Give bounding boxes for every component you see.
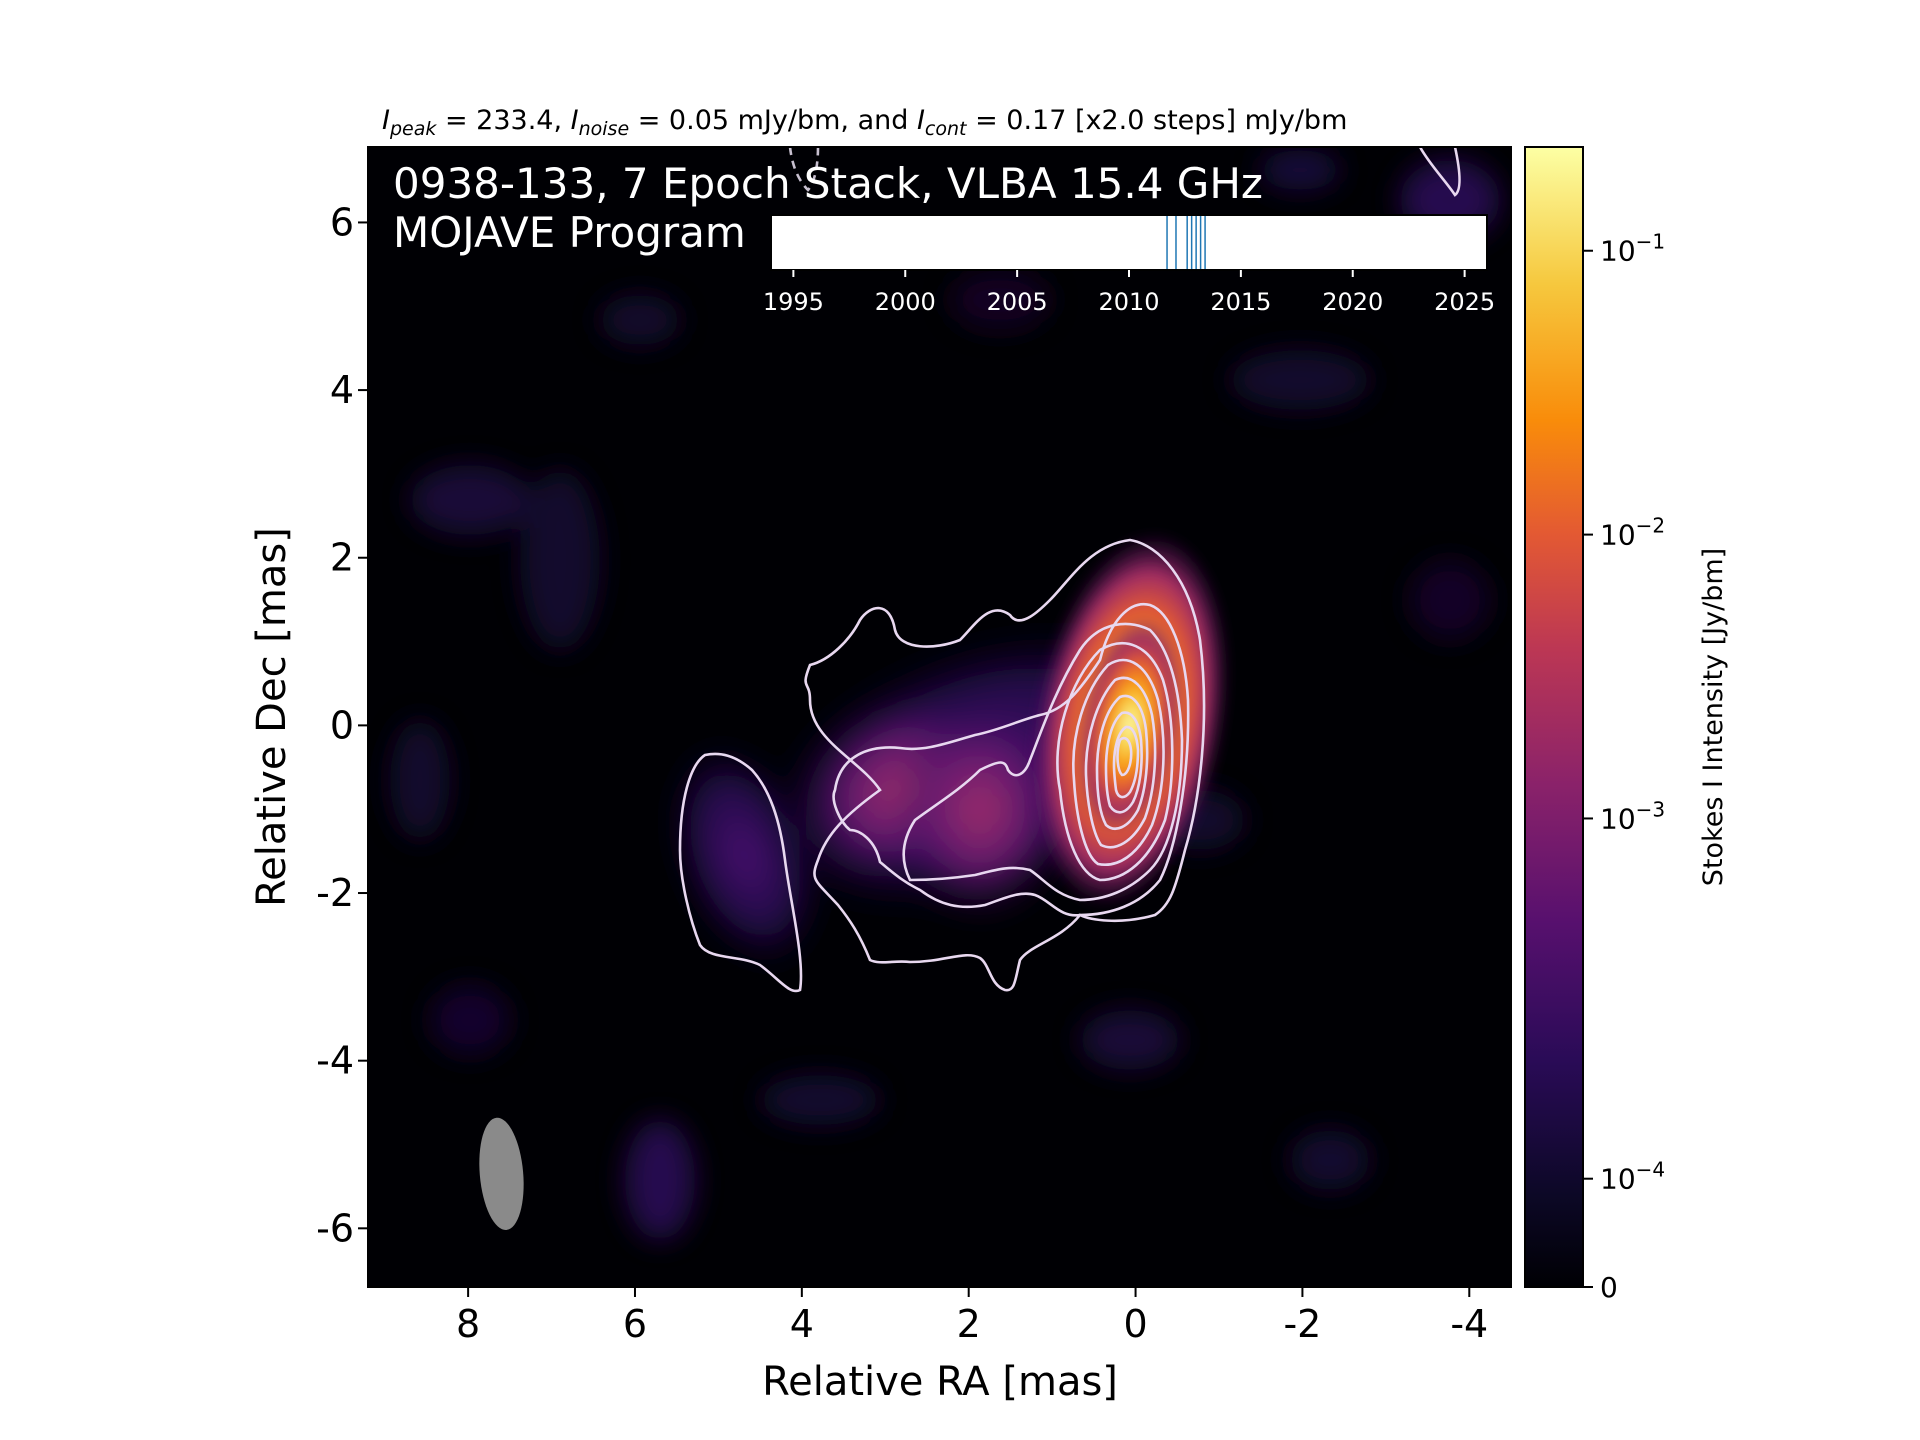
header-noise-subscript: noise (579, 118, 630, 140)
header-peak-subscript: peak (389, 118, 437, 140)
y-tick-label: 2 (330, 536, 354, 580)
timeline-tick-label: 2025 (1434, 288, 1495, 316)
colorbar-tick-label: 10−2 (1600, 514, 1665, 552)
header-cont-value: = 0.17 [x2.0 steps] mJy/bm (966, 105, 1347, 136)
header-peak-value: = 233.4, (436, 105, 570, 136)
x-tick-label: 0 (1123, 1302, 1147, 1346)
source-title: 0938-133, 7 Epoch Stack, VLBA 15.4 GHz (393, 159, 1263, 208)
timeline-tick-label: 2000 (875, 288, 936, 316)
y-tick-label: 6 (330, 200, 354, 244)
x-axis-label: Relative RA [mas] (762, 1359, 1118, 1405)
plot-frame (367, 146, 1512, 1288)
y-axis-label: Relative Dec [mas] (249, 527, 295, 907)
contour-outer-jet (804, 538, 1206, 992)
timeline-box (770, 214, 1488, 271)
x-tick-label: -4 (1450, 1302, 1488, 1346)
y-tick-label: 4 (330, 368, 354, 412)
timeline-tick-label: 2010 (1098, 288, 1159, 316)
x-tick-label: 2 (957, 1302, 981, 1346)
contour-set (678, 147, 1461, 993)
y-tick-label: -4 (316, 1039, 354, 1083)
colorbar-tick-label: 0 (1600, 1271, 1618, 1304)
timeline-tick-label: 2005 (987, 288, 1048, 316)
timeline-tick-label: 2020 (1322, 288, 1383, 316)
x-tick-label: 8 (456, 1302, 480, 1346)
y-tick-label: -6 (316, 1206, 354, 1250)
restoring-beam (479, 1117, 524, 1230)
colorbar-label: Stokes I Intensity [Jy/bm] (1698, 548, 1729, 886)
colorbar-tick-label: 10−1 (1600, 230, 1665, 268)
x-tick-label: 6 (623, 1302, 647, 1346)
contour-outer-knot (678, 752, 803, 993)
header-cont-subscript: cont (925, 118, 968, 140)
x-tick-label: -2 (1283, 1302, 1321, 1346)
contour-2 (832, 602, 1190, 917)
x-tick-label: 4 (790, 1302, 814, 1346)
colorbar-tick-label: 10−3 (1600, 797, 1665, 835)
contour-top-left-dashed (788, 147, 820, 192)
contour-3 (902, 622, 1184, 902)
epoch-timeline: 1995 2000 2005 2010 2015 2020 2025 (763, 214, 1495, 316)
header-stats: Ipeak = 233.4, Inoise = 0.05 mJy/bm, and… (382, 105, 1347, 140)
colorbar-tick-label: 10−4 (1600, 1158, 1665, 1196)
header-i-peak: I (382, 105, 390, 136)
timeline-tick-label: 2015 (1210, 288, 1271, 316)
colorbar (1524, 146, 1584, 1288)
y-tick-label: 0 (330, 703, 354, 747)
header-i-cont: I (917, 105, 925, 136)
y-tick-label: -2 (316, 871, 354, 915)
program-name: MOJAVE Program (393, 208, 746, 257)
header-i-noise: I (571, 105, 579, 136)
timeline-tick-label: 1995 (763, 288, 824, 316)
contour-top-right-arc (1418, 147, 1461, 197)
header-noise-value: = 0.05 mJy/bm, and (629, 105, 917, 136)
intensity-map (368, 147, 1511, 1287)
